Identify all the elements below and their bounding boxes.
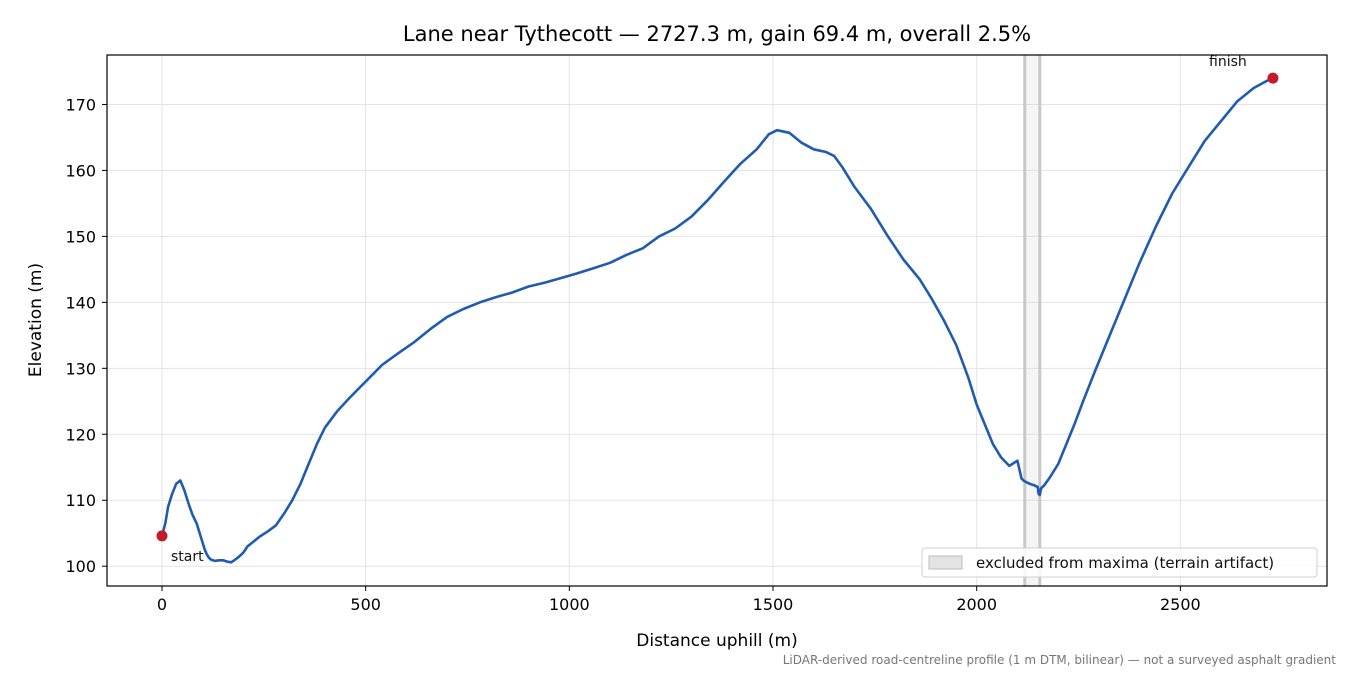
- finish-label: finish: [1209, 54, 1247, 70]
- endpoint-markers: [156, 72, 1279, 542]
- axis-ticks: 0 500 1000 1500 2000 2500 100 110 120 130 140 150 16…: [65, 95, 1200, 614]
- start-label: start: [171, 549, 204, 565]
- legend-frame: [921, 547, 1318, 578]
- footnote: LiDAR-derived road-centreline profile (1…: [783, 653, 1337, 667]
- finish-marker: [1267, 72, 1279, 84]
- x-tick-label: 2500: [1160, 595, 1201, 614]
- y-tick-label: 130: [65, 359, 96, 378]
- x-axis-label: Distance uphill (m): [636, 631, 797, 651]
- gridlines: [107, 55, 1327, 586]
- legend: excluded from maxima (terrain artifact): [921, 547, 1318, 578]
- y-tick-label: 160: [65, 161, 96, 180]
- x-tick-label: 0: [157, 595, 167, 614]
- x-tick-label: 500: [350, 595, 381, 614]
- start-marker: [156, 530, 168, 542]
- profile-series: [160, 76, 1275, 564]
- y-tick-label: 170: [65, 95, 96, 114]
- elevation-line: [160, 76, 1275, 564]
- y-tick-label: 140: [65, 293, 96, 312]
- chart-title: Lane near Tythecott — 2727.3 m, gain 69.…: [403, 22, 1031, 46]
- y-tick-label: 120: [65, 425, 96, 444]
- legend-label: excluded from maxima (terrain artifact): [976, 554, 1274, 572]
- y-tick-label: 110: [65, 491, 96, 510]
- x-tick-label: 1500: [753, 595, 794, 614]
- excluded-band: [1023, 55, 1042, 586]
- y-tick-label: 150: [65, 227, 96, 246]
- y-tick-label: 100: [65, 557, 96, 576]
- x-tick-label: 1000: [549, 595, 590, 614]
- legend-swatch: [928, 555, 963, 570]
- plot-frame: [106, 54, 1328, 587]
- excluded-band-fill: [1024, 55, 1040, 586]
- y-axis-label: Elevation (m): [26, 263, 46, 377]
- x-tick-label: 2000: [956, 595, 997, 614]
